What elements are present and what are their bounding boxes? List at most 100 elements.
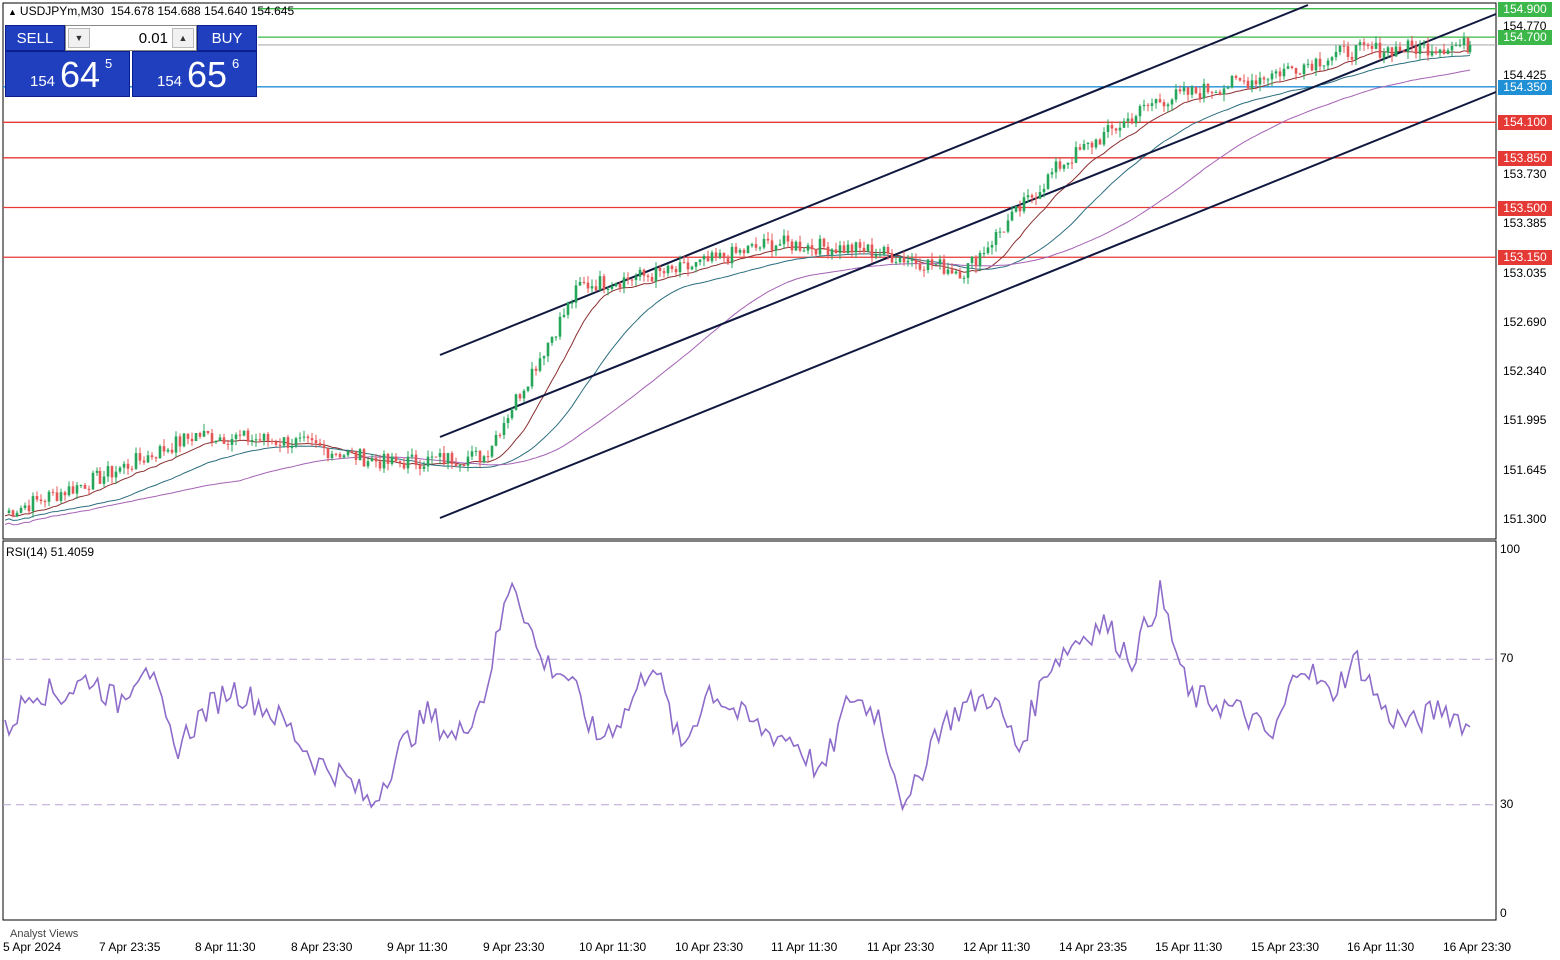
candle-body (614, 283, 618, 287)
candle-body (79, 485, 83, 487)
candle-body (154, 457, 158, 459)
candle-body (11, 510, 15, 517)
candle-body (894, 262, 898, 264)
lot-size-field[interactable]: ▼ 0.01 ▲ (65, 25, 197, 51)
candle-body (1006, 220, 1010, 232)
candle-body (834, 249, 838, 254)
candle-body (878, 254, 882, 256)
candle-body (386, 453, 390, 464)
main-chart-frame (2, 2, 1497, 540)
sell-price-big: 64 (60, 54, 101, 95)
candle-body (19, 507, 23, 513)
candle-body (1202, 83, 1206, 99)
candle-body (1342, 45, 1346, 47)
candle-body (818, 238, 822, 255)
candle-body (1350, 56, 1354, 60)
candle-body (366, 461, 370, 467)
time-tick-label: 16 Apr 11:30 (1347, 940, 1415, 954)
candle-body (374, 458, 378, 462)
buy-button[interactable]: BUY (197, 25, 257, 51)
candle-body (290, 445, 294, 448)
candle-body (778, 244, 782, 246)
lot-size-value[interactable]: 0.01 (138, 30, 168, 47)
price-tick-label: 152.340 (1503, 364, 1547, 379)
candle-body (486, 456, 490, 458)
candle-body (362, 449, 366, 467)
candle-body (370, 458, 374, 462)
candle-body (274, 441, 278, 445)
candle-body (1058, 161, 1062, 169)
candle-body (122, 463, 126, 468)
level-tag: 154.700 (1498, 30, 1552, 46)
lot-decrease-icon[interactable]: ▼ (68, 28, 90, 48)
candle-body (162, 446, 166, 452)
candle-body (1386, 47, 1390, 53)
candle-body (1382, 52, 1386, 58)
candle-body (670, 265, 674, 270)
candle-body (87, 488, 91, 490)
ma-mid-line (4, 54, 1471, 521)
candle-body (1466, 37, 1470, 53)
collapse-triangle-icon[interactable]: ▲ (8, 7, 17, 17)
candle-body (762, 238, 766, 248)
regression-channel[interactable] (439, 4, 1497, 519)
candle-body (854, 242, 858, 253)
candle-body (862, 247, 866, 252)
candle-body (1098, 139, 1102, 145)
candle-body (206, 430, 210, 434)
candle-body (1082, 144, 1086, 150)
candle-body (542, 356, 546, 359)
candle-body (1046, 174, 1050, 189)
candle-body (754, 244, 758, 248)
candle-body (450, 453, 454, 465)
lot-increase-icon[interactable]: ▲ (172, 28, 194, 48)
candle-body (394, 456, 398, 462)
candle-body (1282, 68, 1286, 77)
candle-body (342, 455, 346, 458)
candle-body (398, 461, 402, 463)
candle-body (266, 434, 270, 441)
candle-body (1106, 125, 1110, 133)
candle-body (1054, 161, 1058, 173)
candle-body (554, 336, 558, 338)
candle-body (1146, 104, 1150, 106)
candle-body (730, 246, 734, 264)
candle-body (414, 454, 418, 466)
candle-body (238, 434, 242, 436)
candle-body (1102, 132, 1106, 145)
candle-body (518, 394, 522, 399)
candle-body (158, 446, 162, 459)
sell-price[interactable]: 154 64 5 (5, 51, 130, 97)
candle-body (1366, 44, 1370, 46)
candle-body (35, 496, 39, 500)
level-tag: 153.500 (1498, 200, 1552, 216)
candle-body (842, 245, 846, 253)
candle-body (1422, 43, 1426, 45)
level-tag: 154.900 (1498, 1, 1552, 17)
candle-body (1174, 89, 1178, 100)
candle-body (578, 281, 582, 286)
candle-body (666, 265, 670, 274)
candle-body (402, 462, 406, 469)
candle-body (130, 468, 134, 470)
level-tag: 154.100 (1498, 115, 1552, 131)
candle-body (622, 277, 626, 288)
candle-body (794, 241, 798, 251)
buy-price[interactable]: 154 65 6 (132, 51, 257, 97)
candle-body (230, 438, 234, 445)
candle-body (742, 249, 746, 254)
candle-body (986, 247, 990, 254)
candle-body (71, 486, 75, 494)
candle-body (43, 501, 47, 503)
candle-body (454, 464, 458, 467)
candle-body (898, 257, 902, 263)
candle-body (710, 252, 714, 262)
candle-body (1346, 46, 1350, 57)
sell-button[interactable]: SELL (5, 25, 65, 51)
candle-body (306, 436, 310, 439)
candle-body (1218, 92, 1222, 95)
level-tag: 153.850 (1498, 150, 1552, 166)
candle-body (902, 257, 906, 263)
candle-body (75, 485, 79, 494)
